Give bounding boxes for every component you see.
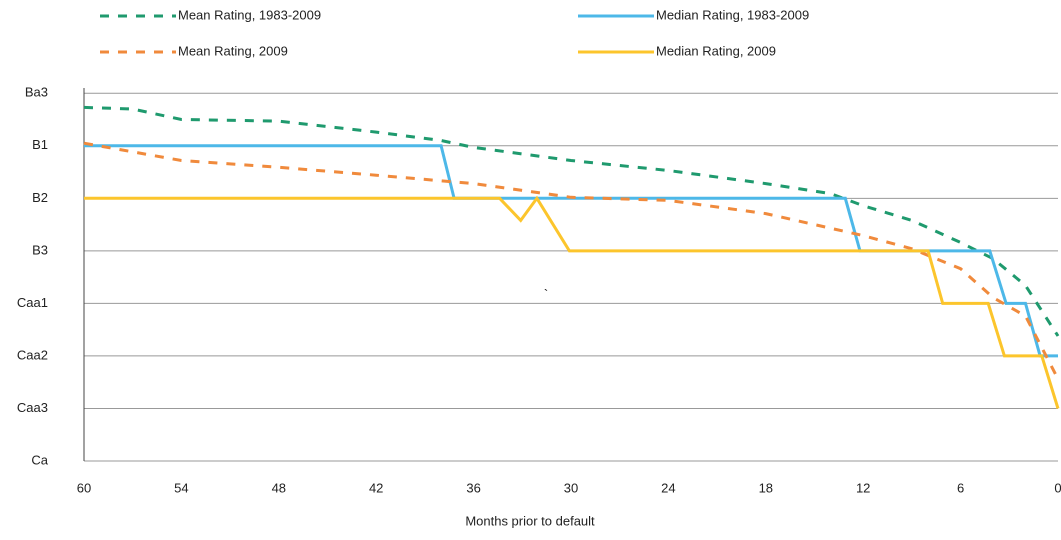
y-tick-label: Caa3 bbox=[17, 400, 48, 415]
y-tick-label: Ba3 bbox=[25, 85, 48, 100]
x-tick-label: 48 bbox=[272, 480, 286, 495]
y-tick-label: B3 bbox=[32, 242, 48, 257]
x-tick-label: 24 bbox=[661, 480, 675, 495]
y-tick-label: Ca bbox=[31, 452, 48, 467]
x-tick-label: 60 bbox=[77, 480, 91, 495]
x-tick-label: 0 bbox=[1054, 480, 1061, 495]
legend-label: Median Rating, 1983-2009 bbox=[656, 7, 809, 22]
series-line bbox=[83, 141, 1060, 380]
x-tick-label: 6 bbox=[957, 480, 964, 495]
y-tick-label: Caa1 bbox=[17, 295, 48, 310]
x-tick-label: 30 bbox=[564, 480, 578, 495]
x-tick-label: 36 bbox=[466, 480, 480, 495]
legend-label: Median Rating, 2009 bbox=[656, 43, 776, 58]
annotation: ` bbox=[544, 286, 548, 301]
x-tick-label: 42 bbox=[369, 480, 383, 495]
x-tick-label: 18 bbox=[759, 480, 773, 495]
series-line bbox=[84, 195, 1060, 409]
y-tick-label: B1 bbox=[32, 137, 48, 152]
legend-label: Mean Rating, 1983-2009 bbox=[178, 7, 321, 22]
x-axis-label: Months prior to default bbox=[465, 513, 595, 528]
legend-label: Mean Rating, 2009 bbox=[178, 43, 288, 58]
y-tick-label: B2 bbox=[32, 190, 48, 205]
series-line bbox=[83, 105, 1060, 337]
x-tick-label: 54 bbox=[174, 480, 188, 495]
y-tick-label: Caa2 bbox=[17, 347, 48, 362]
x-tick-label: 12 bbox=[856, 480, 870, 495]
